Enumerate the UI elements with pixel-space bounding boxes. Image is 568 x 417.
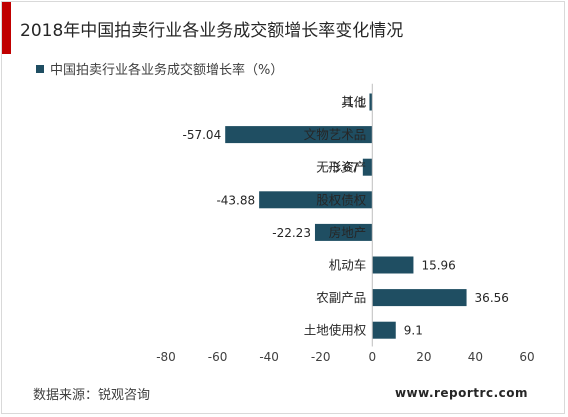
value-label-4: -22.23 (272, 226, 311, 240)
value-label-7: 9.1 (404, 324, 423, 338)
bar-2 (362, 158, 373, 176)
category-label-1: 文物艺术品 (304, 127, 367, 142)
bar-7 (372, 321, 396, 339)
value-label-2: -3.67 (328, 161, 359, 175)
bar-0 (369, 93, 373, 111)
category-label-3: 股权债权 (316, 192, 367, 207)
value-label-0: -1.1 (342, 96, 365, 110)
x-tick-label-7: 60 (519, 350, 534, 364)
bar-1 (225, 126, 373, 144)
legend-label: 中国拍卖行业各业务成交额增长率（%） (50, 63, 284, 78)
x-tick-label-6: 40 (468, 350, 483, 364)
bar-4 (314, 223, 373, 241)
x-tick-label-4: 0 (368, 350, 376, 364)
website-link[interactable]: www.reportrc.com (394, 386, 528, 400)
category-label-5: 机动车 (329, 258, 367, 273)
value-label-6: 36.56 (475, 291, 509, 305)
category-label-0: 其他 (341, 95, 367, 110)
category-label-6: 农副产品 (316, 290, 366, 305)
x-tick-label-2: -40 (259, 350, 279, 364)
value-label-1: -57.04 (183, 128, 222, 142)
value-label-5: 15.96 (421, 259, 455, 273)
bar-3 (259, 191, 373, 209)
category-label-7: 土地使用权 (304, 323, 367, 338)
x-tick-label-3: -20 (311, 350, 331, 364)
bar-6 (372, 289, 467, 307)
chart-legend: 中国拍卖行业各业务成交额增长率（%） (36, 59, 283, 78)
value-label-3: -43.88 (216, 193, 255, 207)
category-label-2: 无形资产 (316, 160, 366, 175)
x-tick-label-5: 20 (416, 350, 431, 364)
value-labels-layer: -1.1 -57.04 -3.67 -43.88 -22.23 15.96 36.56 9.1 (183, 96, 509, 338)
data-source: 数据来源：锐观咨询 (33, 388, 151, 403)
category-label-4: 房地产 (329, 225, 367, 240)
x-tick-label-1: -60 (208, 350, 228, 364)
bar-5 (372, 256, 414, 274)
x-axis-ticks-layer: -80 -60 -40 -20 0 20 40 60 (156, 83, 535, 364)
chart-title: 2018年中国拍卖行业各业务成交额增长率变化情况 (20, 21, 404, 41)
bars-layer (225, 93, 467, 339)
legend-swatch (36, 64, 44, 73)
title-accent-bar (2, 2, 11, 54)
x-tick-label-0: -80 (156, 350, 176, 364)
